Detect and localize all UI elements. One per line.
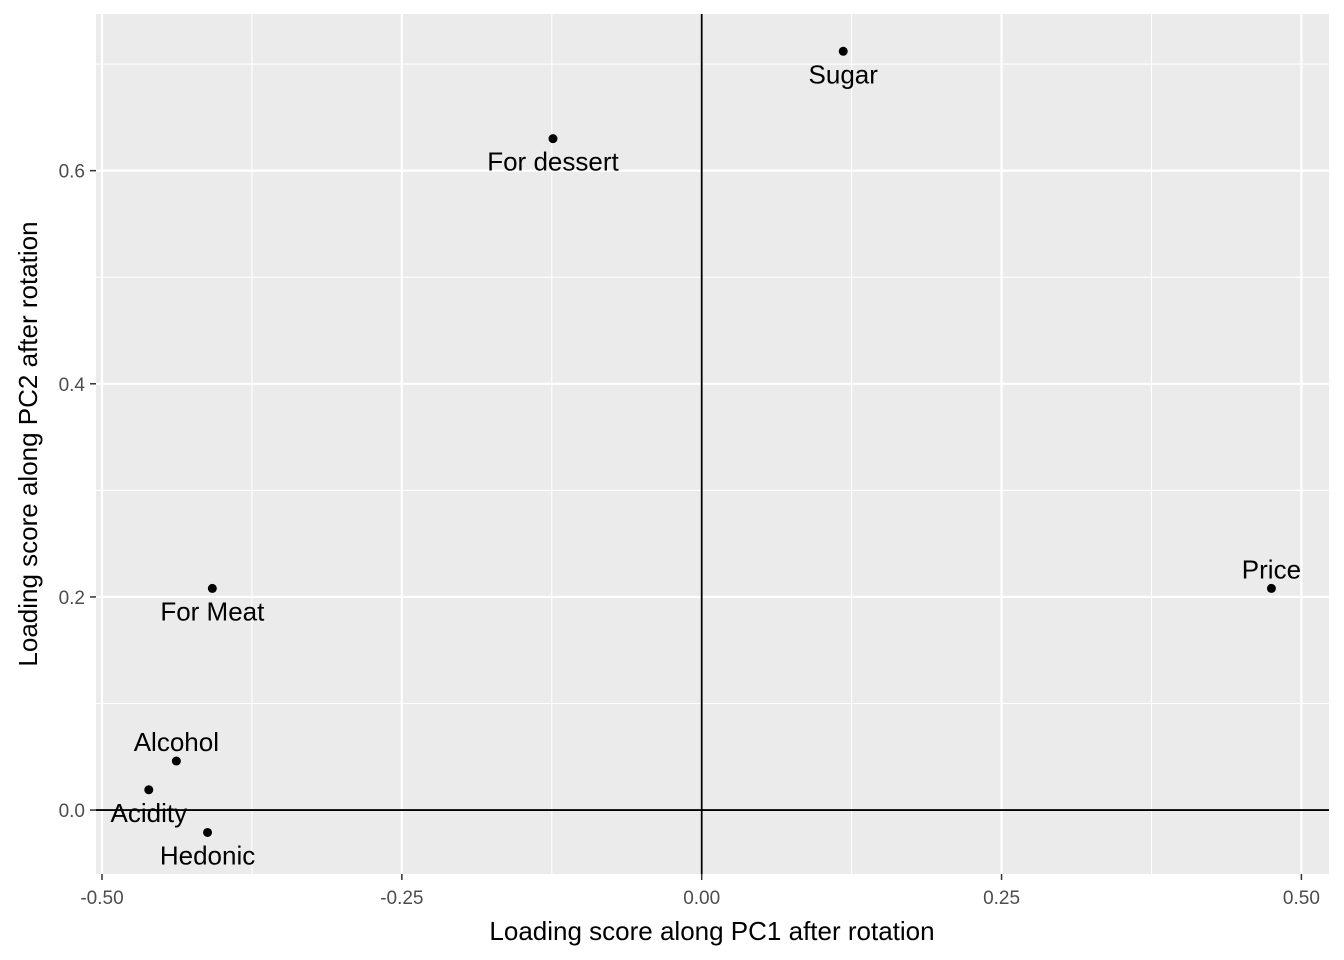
x-axis-ticks: -0.50 -0.25 0.00 0.25 0.50 <box>80 874 1320 909</box>
reference-lines <box>96 14 1329 874</box>
data-point-label: Sugar <box>809 59 879 89</box>
y-tick-label: 0.0 <box>59 801 85 822</box>
data-point <box>207 583 217 593</box>
data-point-label: Acidity <box>110 798 187 828</box>
y-tick-label: 0.6 <box>59 162 85 183</box>
x-tick-label: -0.50 <box>80 888 123 909</box>
y-axis-title: Loading score along PC2 after rotation <box>13 221 43 666</box>
data-point <box>203 827 213 837</box>
data-point-label: Hedonic <box>160 840 255 870</box>
y-tick-label: 0.2 <box>59 588 85 609</box>
data-point <box>838 46 848 56</box>
data-point-labels: Sugar For dessert Price For Meat Alcohol Acid… <box>110 59 1301 870</box>
data-point <box>144 785 154 795</box>
x-tick-label: -0.25 <box>380 888 423 909</box>
data-point <box>548 134 558 144</box>
data-point <box>1266 583 1276 593</box>
data-point-label: For Meat <box>160 596 265 626</box>
data-point-label: Alcohol <box>134 727 219 757</box>
x-tick-label: 0.50 <box>1283 888 1320 909</box>
y-tick-label: 0.4 <box>59 375 86 396</box>
data-point-label: For dessert <box>487 147 619 177</box>
plot-panel <box>96 14 1329 874</box>
data-points <box>144 46 1276 837</box>
x-tick-label: 0.00 <box>683 888 720 909</box>
data-point-label: Price <box>1242 554 1301 584</box>
x-tick-label: 0.25 <box>983 888 1020 909</box>
minor-gridlines <box>96 14 1329 874</box>
data-point <box>171 756 181 766</box>
y-axis-ticks: 0.0 0.2 0.4 0.6 <box>59 162 96 822</box>
x-axis-title: Loading score along PC1 after rotation <box>489 916 934 946</box>
